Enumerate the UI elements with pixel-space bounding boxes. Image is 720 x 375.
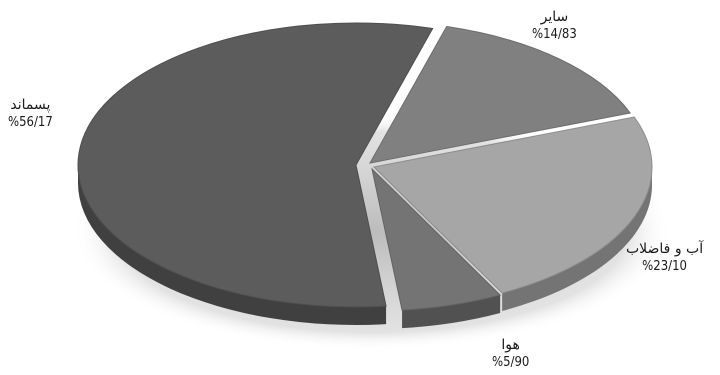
slice-air-side: [402, 295, 501, 329]
slice-label-air: هوا %5/90: [492, 336, 529, 372]
slice-name-other: سایر: [540, 9, 569, 25]
slice-name-water: آب و فاضلاب: [626, 241, 704, 257]
slice-air: [371, 167, 502, 311]
pie-slices: [77, 22, 653, 329]
slice-value-other: %14/83: [532, 27, 577, 42]
slice-label-other: سایر %14/83: [532, 8, 577, 44]
slice-value-air: %5/90: [492, 355, 530, 370]
slice-label-residual: پسماند %56/17: [8, 96, 53, 132]
slice-water-side: [502, 167, 652, 312]
slice-value-water: %23/10: [642, 259, 687, 274]
slice-residual-side: [78, 165, 387, 325]
slice-water: [372, 116, 653, 294]
slice-residual: [77, 22, 434, 308]
slice-value-residual: %56/17: [8, 115, 53, 130]
slice-name-residual: پسماند: [10, 97, 51, 113]
slice-label-water: آب و فاضلاب %23/10: [626, 240, 703, 276]
slice-other: [369, 25, 632, 164]
slice-name-air: هوا: [501, 337, 520, 353]
